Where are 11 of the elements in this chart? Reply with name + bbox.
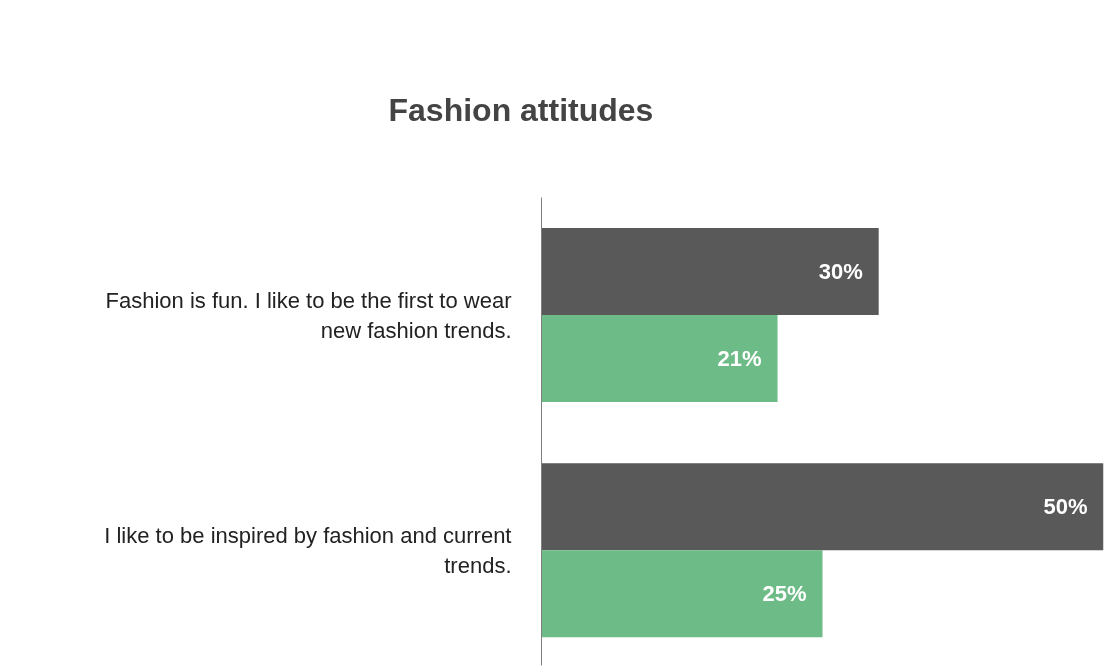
data-label: 30% bbox=[818, 259, 863, 285]
data-label: 25% bbox=[762, 581, 807, 607]
bar bbox=[541, 228, 879, 316]
data-label: 21% bbox=[717, 346, 762, 372]
chart-title: Fashion attitudes bbox=[388, 91, 654, 128]
bar bbox=[541, 463, 1104, 551]
y-tick-label: Fashion is fun. I like to be the first to wear new fashion trends. bbox=[105, 287, 512, 343]
data-label: 50% bbox=[1043, 494, 1088, 520]
bar bbox=[541, 550, 823, 638]
bar bbox=[541, 315, 778, 403]
y-tick-label: I like to be inspired by fashion and current trends. bbox=[104, 522, 512, 578]
